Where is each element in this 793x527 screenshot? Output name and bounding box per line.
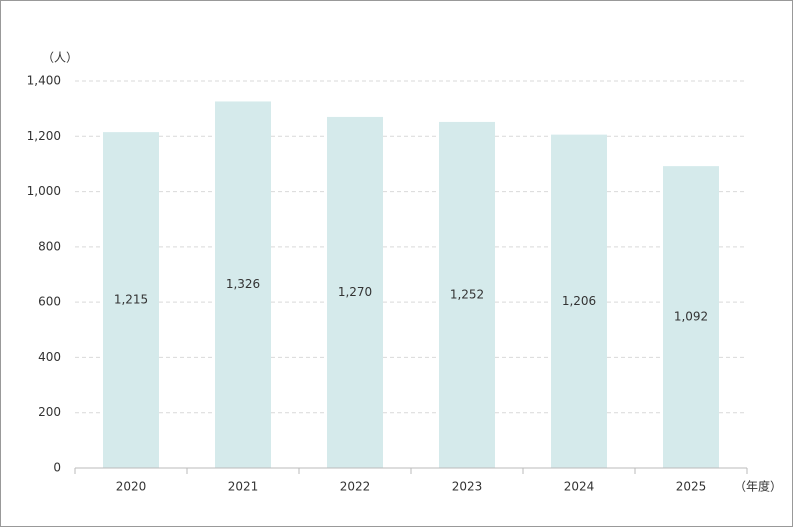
x-unit-label: （年度）	[734, 479, 782, 494]
bar	[327, 116, 383, 468]
y-unit-label: （人）	[42, 51, 78, 65]
x-tick-label: 2021	[228, 480, 259, 494]
value-label: 1,206	[562, 294, 596, 308]
value-label: 1,215	[114, 293, 148, 307]
y-tick-label: 200	[38, 405, 61, 419]
x-tick-label: 2022	[340, 480, 371, 494]
value-label: 1,326	[226, 277, 260, 291]
bar	[103, 132, 159, 468]
value-label: 1,270	[338, 285, 372, 299]
bar	[551, 134, 607, 468]
x-tick-label: 2025	[676, 480, 707, 494]
x-tick-label: 2024	[564, 480, 595, 494]
y-tick-label: 600	[38, 295, 61, 309]
bar	[663, 166, 719, 468]
y-tick-label: 0	[53, 461, 61, 475]
value-label: 1,252	[450, 287, 484, 301]
y-tick-label: 400	[38, 350, 61, 364]
bar	[215, 101, 271, 468]
y-tick-label: 800	[38, 239, 61, 253]
x-tick-label: 2020	[116, 480, 147, 494]
value-label: 1,092	[674, 310, 708, 324]
y-tick-label: 1,000	[27, 184, 61, 198]
y-tick-label: 1,200	[27, 129, 61, 143]
x-tick-label: 2023	[452, 480, 483, 494]
bar	[439, 121, 495, 468]
y-tick-label: 1,400	[27, 74, 61, 88]
